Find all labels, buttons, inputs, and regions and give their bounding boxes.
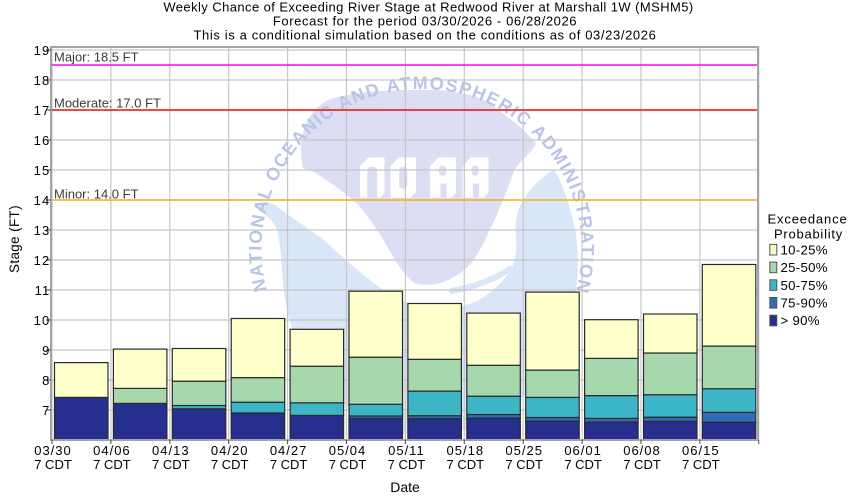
svg-text:05/11: 05/11 <box>388 443 425 458</box>
svg-text:Probability: Probability <box>774 227 843 242</box>
svg-text:14: 14 <box>34 193 51 208</box>
svg-text:Weekly Chance of Exceeding Riv: Weekly Chance of Exceeding River Stage a… <box>163 0 693 15</box>
svg-text:7 CDT: 7 CDT <box>270 457 308 472</box>
svg-text:7 CDT: 7 CDT <box>152 457 190 472</box>
svg-text:16: 16 <box>34 133 51 148</box>
svg-text:Moderate: 17.0 FT: Moderate: 17.0 FT <box>54 96 161 111</box>
svg-text:10: 10 <box>34 313 51 328</box>
svg-text:7 CDT: 7 CDT <box>564 457 602 472</box>
svg-text:05/04: 05/04 <box>329 443 367 458</box>
svg-text:06/15: 06/15 <box>682 443 720 458</box>
svg-text:05/18: 05/18 <box>447 443 485 458</box>
svg-text:9: 9 <box>42 343 50 358</box>
svg-text:10-25%: 10-25% <box>781 242 828 257</box>
svg-text:Stage (FT): Stage (FT) <box>7 205 22 273</box>
svg-text:> 90%: > 90% <box>781 313 820 328</box>
svg-text:7 CDT: 7 CDT <box>623 457 661 472</box>
svg-text:05/25: 05/25 <box>505 443 543 458</box>
svg-text:15: 15 <box>34 163 51 178</box>
svg-text:19: 19 <box>34 43 51 58</box>
svg-text:7 CDT: 7 CDT <box>682 457 720 472</box>
svg-text:7 CDT: 7 CDT <box>447 457 485 472</box>
svg-text:04/06: 04/06 <box>93 443 131 458</box>
svg-text:13: 13 <box>34 223 51 238</box>
svg-text:7 CDT: 7 CDT <box>211 457 249 472</box>
svg-text:Forecast for the period 03/30/: Forecast for the period 03/30/2026 - 06/… <box>273 14 577 29</box>
svg-text:04/27: 04/27 <box>270 443 308 458</box>
svg-text:12: 12 <box>34 253 51 268</box>
svg-text:17: 17 <box>34 103 51 118</box>
svg-text:7 CDT: 7 CDT <box>505 457 543 472</box>
svg-text:This is a conditional simulati: This is a conditional simulation based o… <box>194 27 657 42</box>
svg-text:75-90%: 75-90% <box>781 296 828 311</box>
svg-text:7 CDT: 7 CDT <box>34 457 72 472</box>
svg-text:7 CDT: 7 CDT <box>93 457 131 472</box>
svg-text:Exceedance: Exceedance <box>767 212 847 227</box>
svg-text:06/08: 06/08 <box>623 443 661 458</box>
svg-text:11: 11 <box>35 283 51 298</box>
svg-text:04/20: 04/20 <box>211 443 249 458</box>
svg-text:7: 7 <box>42 403 50 418</box>
svg-text:7 CDT: 7 CDT <box>329 457 367 472</box>
svg-text:25-50%: 25-50% <box>781 260 828 275</box>
svg-text:04/13: 04/13 <box>152 443 190 458</box>
svg-text:18: 18 <box>34 73 51 88</box>
svg-text:06/01: 06/01 <box>564 443 602 458</box>
svg-text:8: 8 <box>42 373 50 388</box>
svg-text:50-75%: 50-75% <box>781 278 828 293</box>
svg-text:03/30: 03/30 <box>34 443 72 458</box>
svg-text:Minor: 14.0 FT: Minor: 14.0 FT <box>54 187 139 202</box>
svg-text:7 CDT: 7 CDT <box>388 457 426 472</box>
svg-text:Major: 18.5 FT: Major: 18.5 FT <box>54 50 139 65</box>
svg-text:Date: Date <box>390 479 420 495</box>
